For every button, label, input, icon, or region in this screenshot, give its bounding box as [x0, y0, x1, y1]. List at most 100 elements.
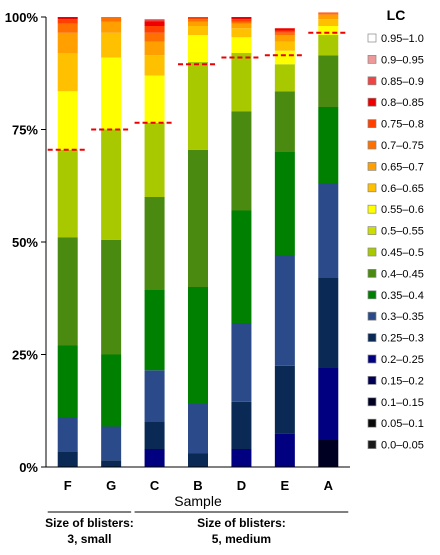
bar-segment-A-13 — [318, 14, 339, 20]
bar-segment-E-9 — [274, 64, 295, 92]
legend-swatch — [367, 333, 377, 342]
bar-segment-F-6 — [57, 417, 78, 452]
bar-segment-A-2 — [318, 440, 339, 467]
bar-segment-G-9 — [101, 129, 122, 240]
bar-segment-F-16 — [57, 17, 78, 20]
legend-entry: 0.35–0.4 — [381, 290, 424, 302]
legend-entry: 0.95–1.0 — [381, 33, 424, 45]
bar-segment-G-13 — [101, 21, 122, 33]
legend-entry: 0.1–0.15 — [381, 397, 424, 409]
y-tick-label: 100% — [5, 10, 39, 25]
legend-swatch — [367, 290, 377, 300]
bar-segment-E-5 — [274, 365, 295, 434]
bar-segment-D-14 — [231, 21, 252, 24]
bar-segment-A-8 — [318, 55, 339, 107]
bar-segment-C-16 — [144, 21, 165, 26]
x-tick-label: E — [281, 478, 290, 493]
legend-swatch — [367, 162, 377, 171]
legend-entry: 0.4–0.45 — [381, 268, 424, 280]
bar-segment-E-11 — [274, 50, 295, 65]
x-tick-label: D — [237, 478, 246, 493]
legend-entry: 0.25–0.3 — [381, 333, 424, 345]
bar-segment-E-13 — [274, 35, 295, 42]
bar-segment-F-5 — [57, 451, 78, 467]
x-tick-label: B — [193, 478, 202, 493]
legend-entry: 0.85–0.9 — [381, 76, 424, 88]
bar-segment-A-7 — [318, 107, 339, 184]
bar-segment-B-14 — [188, 19, 208, 22]
bar-segment-D-9 — [231, 53, 252, 112]
bar-segment-B-9 — [188, 62, 208, 150]
bar-segment-G-11 — [101, 57, 122, 130]
bar-segment-C-17 — [144, 19, 165, 22]
bar-segment-G-14 — [101, 17, 122, 22]
bar-segment-E-16 — [274, 28, 295, 31]
bar-segment-D-5 — [231, 401, 252, 449]
legend-entry: 0.2–0.25 — [381, 354, 424, 366]
x-tick-label: A — [324, 478, 334, 493]
bar-segment-E-6 — [274, 255, 295, 366]
bar-segment-E-7 — [274, 152, 295, 256]
legend-entry: 0.45–0.5 — [381, 247, 424, 259]
bar-segment-C-9 — [144, 122, 165, 197]
bar-segment-C-7 — [144, 289, 165, 371]
x-tick-label: F — [64, 478, 72, 493]
bar-segment-C-13 — [144, 41, 165, 56]
bar-segment-E-12 — [274, 41, 295, 51]
legend-entry: 0.3–0.35 — [381, 311, 424, 323]
bar-segment-A-6 — [318, 183, 339, 278]
legend-swatch — [367, 269, 377, 278]
legend-entry: 0.55–0.6 — [381, 204, 424, 216]
x-tick-label: C — [150, 478, 160, 493]
bar-segment-F-14 — [57, 23, 78, 33]
bar-segment-E-15 — [274, 30, 295, 33]
legend-swatch — [367, 97, 377, 107]
bar-segment-A-11 — [318, 26, 339, 35]
bar-segment-D-13 — [231, 23, 252, 29]
legend-entry: 0.05–0.1 — [381, 418, 424, 430]
bar-segment-A-14 — [318, 13, 339, 15]
bar-segment-E-14 — [274, 32, 295, 35]
legend-entry: 0.7–0.75 — [381, 140, 424, 152]
bar-segment-B-15 — [188, 17, 208, 20]
legend-swatch — [367, 140, 377, 150]
x-axis-label: Sample — [174, 493, 222, 509]
legend-entry: 0.6–0.65 — [381, 183, 424, 195]
legend-swatch — [367, 376, 377, 385]
y-tick-label: 75% — [12, 123, 38, 138]
bar-segment-F-8 — [57, 237, 78, 346]
legend-swatch — [367, 397, 377, 407]
y-tick-label: 50% — [12, 235, 38, 250]
bar-segment-E-4 — [274, 433, 295, 467]
legend-entry: 0.75–0.8 — [381, 119, 424, 131]
legend-entry: 0.65–0.7 — [381, 161, 424, 173]
x-tick-label: G — [106, 478, 116, 493]
group-label-line1: Size of blisters: — [45, 516, 134, 530]
legend-entry: 0.9–0.95 — [381, 54, 424, 66]
bar-segment-G-6 — [101, 426, 122, 461]
bar-segment-D-12 — [231, 28, 252, 38]
legend-swatch — [367, 183, 377, 193]
legend-swatch — [367, 55, 377, 64]
bar-segment-C-4 — [144, 449, 165, 467]
legend-swatch — [367, 33, 377, 43]
bar-segment-F-13 — [57, 32, 78, 53]
legend-swatch — [367, 119, 377, 128]
bar-segment-B-6 — [188, 404, 208, 454]
bar-segment-B-11 — [188, 35, 208, 62]
legend-entry: 0.5–0.55 — [381, 226, 424, 238]
bar-segment-C-11 — [144, 75, 165, 123]
legend-swatch — [367, 226, 377, 235]
bar-segment-E-8 — [274, 91, 295, 152]
legend-title: LC — [387, 7, 406, 23]
legend-swatch — [367, 311, 377, 321]
y-tick-label: 25% — [12, 348, 38, 363]
bar-segment-C-12 — [144, 55, 165, 76]
bar-segment-C-6 — [144, 370, 165, 422]
bar-segment-G-12 — [101, 32, 122, 58]
bar-segment-G-7 — [101, 354, 122, 427]
bar-segment-D-15 — [231, 19, 252, 22]
bar-segment-F-9 — [57, 149, 78, 238]
bar-segment-D-6 — [231, 323, 252, 402]
legend-swatch — [367, 354, 377, 364]
